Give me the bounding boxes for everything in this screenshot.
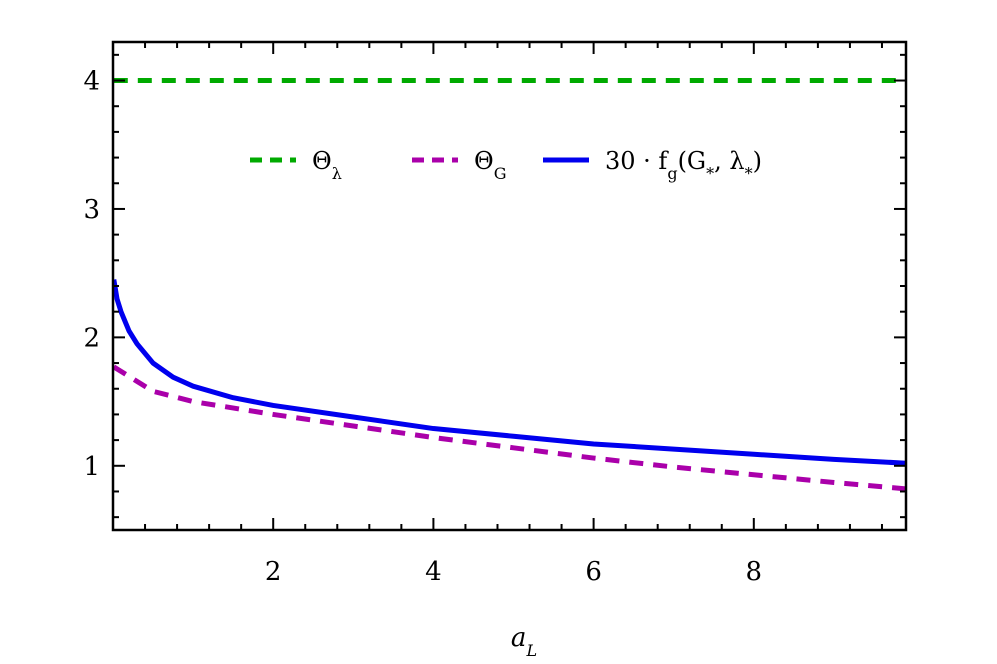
series-line-2 — [113, 364, 906, 492]
x-tick-label: 4 — [425, 557, 442, 587]
series-layer — [113, 78, 906, 492]
series-line-3 — [113, 279, 906, 466]
x-tick-label: 6 — [585, 557, 602, 587]
y-tick-label: 4 — [83, 67, 100, 97]
y-tick-label: 2 — [83, 323, 100, 353]
legend-label-1: Θλ — [312, 147, 342, 183]
x-tick-label: 2 — [265, 557, 282, 587]
tick-layer: 2 4 6 8 1 2 3 4 — [83, 42, 906, 587]
legend-label-3: 30 · fg(G*, λ*) — [605, 147, 762, 183]
x-axis-label: aL — [511, 623, 537, 660]
y-tick-label: 1 — [83, 452, 100, 482]
y-tick-label: 3 — [83, 195, 100, 225]
legend-label-2: ΘG — [474, 147, 506, 183]
x-tick-label: 8 — [746, 557, 763, 587]
legend: Θλ ΘG 30 · fg(G*, λ*) — [250, 147, 762, 183]
